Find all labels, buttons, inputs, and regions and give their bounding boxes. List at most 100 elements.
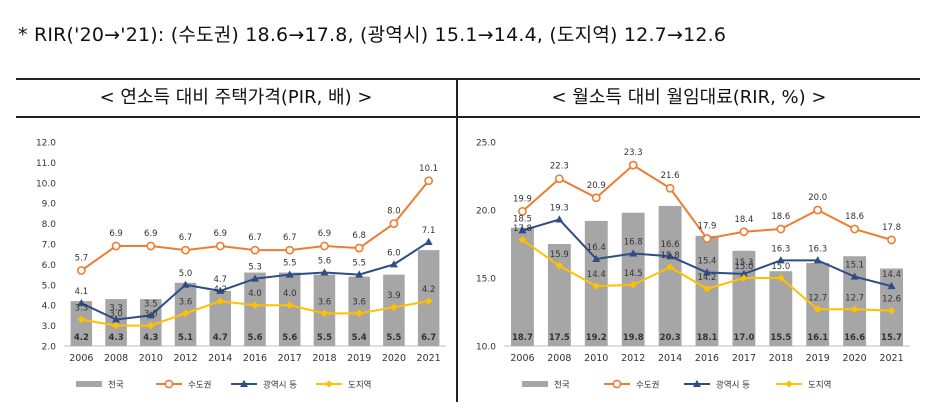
- data-point: [518, 236, 527, 244]
- x-tick-label: 2014: [658, 353, 682, 364]
- data-label: 15.0: [734, 262, 753, 272]
- x-axis: 2006 2008 2010 2012 2014 2016 2017 2018 2019 2020…: [510, 353, 903, 364]
- data-point: [850, 224, 860, 234]
- legend-marker: [240, 379, 248, 387]
- x-tick-label: 2012: [173, 353, 197, 364]
- x-tick-label: 2019: [806, 353, 830, 364]
- legend-marker: [785, 380, 793, 388]
- bar-data-label: 16.6: [844, 333, 865, 343]
- line-series: 18.5 19.3 16.4 16.8 16.6 15.4 15.3 16.3 16.3 15.1…: [513, 204, 901, 290]
- x-tick-label: 2020: [382, 353, 406, 364]
- bar-data-label: 15.5: [770, 333, 791, 343]
- line-series: 3.33.0 3.03.64.2 4.0 4.03.6 3.63.94.2: [75, 285, 436, 330]
- data-label: 3.6: [352, 297, 366, 307]
- data-point: [251, 274, 259, 282]
- x-tick-label: 2014: [208, 353, 232, 364]
- bar: [278, 272, 301, 346]
- data-label: 4.2: [422, 285, 436, 295]
- data-label: 15.3: [734, 258, 753, 268]
- bar: [70, 301, 93, 346]
- y-tick-label: 5.0: [42, 281, 57, 291]
- series-line: [80, 180, 430, 272]
- data-point: [111, 241, 121, 251]
- data-label: 4.0: [283, 289, 297, 299]
- line-series: 19.9 22.3 20.9 23.3 21.6 17.9 18.4 18.6 20.0 18.6…: [513, 148, 901, 245]
- legend-label: 수도권: [636, 380, 659, 391]
- data-label: 16.3: [771, 244, 790, 254]
- data-point: [320, 309, 329, 318]
- x-axis: 2006 2008 2010 2012 2014 2016 2017 2018 2019 2020…: [69, 353, 440, 364]
- bar-data-label: 5.1: [178, 333, 193, 343]
- y-axis: 2.0 3.0 4.0 5.0 6.0 7.0 8.0 9.0 10.0 11.0 12.0: [36, 139, 56, 353]
- legend-label: 도지역: [808, 380, 831, 391]
- data-label: 3.0: [144, 310, 158, 320]
- y-tick-label: 9.0: [42, 200, 57, 210]
- data-point: [739, 269, 748, 277]
- line-series: 17.8 15.9 14.4 14.5 15.8 14.2 15.0 15.0 12.7 12.7…: [513, 224, 901, 315]
- data-label: 6.7: [179, 233, 193, 243]
- x-tick-label: 2018: [312, 353, 336, 364]
- bar-data-label: 4.2: [74, 333, 89, 343]
- data-point: [112, 321, 120, 330]
- x-tick-label: 2017: [732, 353, 756, 364]
- data-label: 14.2: [698, 273, 717, 283]
- data-label: 16.6: [661, 240, 680, 250]
- data-label: 3.9: [387, 291, 401, 301]
- data-point: [666, 263, 674, 271]
- x-tick-label: 2006: [510, 353, 534, 364]
- y-tick-label: 12.0: [36, 139, 56, 149]
- legend-label: 수도권: [188, 380, 211, 391]
- data-point: [776, 256, 785, 264]
- bar: [511, 227, 534, 346]
- data-point: [628, 160, 638, 170]
- data-point: [215, 241, 225, 251]
- data-point: [251, 301, 259, 309]
- y-tick-label: 10.0: [476, 343, 496, 353]
- data-point: [813, 256, 822, 264]
- chart-panels: < 연소득 대비 주택가격(PIR, 배) > 2.0 3.0 4.0 5.0 6.0 7…: [16, 78, 920, 402]
- bar-data-label: 5.6: [247, 333, 262, 343]
- bar: [769, 271, 793, 346]
- data-point: [112, 315, 121, 323]
- line-series: 4.1 3.3 3.5 5.0 4.7 5.3 5.5 5.6 5.5 6.0 7.1: [75, 226, 435, 323]
- data-point: [777, 274, 785, 282]
- data-point: [702, 234, 712, 243]
- data-point: [666, 252, 675, 260]
- data-point: [591, 193, 601, 203]
- data-point: [703, 268, 711, 276]
- data-label: 19.3: [550, 204, 569, 214]
- data-label: 18.5: [513, 214, 532, 224]
- data-label: 15.0: [771, 262, 790, 272]
- bar-data-label: 16.1: [807, 333, 828, 343]
- bar-data-label: 5.5: [317, 333, 332, 343]
- data-point: [76, 266, 86, 275]
- data-label: 5.6: [318, 257, 332, 267]
- data-point: [665, 183, 675, 193]
- x-tick-label: 2016: [243, 353, 267, 364]
- data-label: 15.1: [845, 261, 864, 271]
- data-point: [389, 260, 398, 268]
- data-label: 3.6: [179, 297, 193, 307]
- data-label: 12.7: [845, 293, 864, 303]
- bar-data-label: 4.7: [213, 333, 228, 343]
- data-label: 6.9: [318, 229, 332, 239]
- data-point: [518, 226, 527, 234]
- data-point: [592, 282, 601, 290]
- data-label: 14.4: [587, 270, 606, 280]
- data-label: 15.9: [550, 250, 569, 260]
- data-point: [285, 245, 295, 255]
- bar-data-label: 20.3: [660, 333, 681, 343]
- pir-chart-title: < 연소득 대비 주택가격(PIR, 배) >: [16, 80, 456, 118]
- data-point: [776, 224, 786, 234]
- data-label: 14.4: [882, 270, 901, 280]
- data-label: 6.0: [387, 248, 401, 258]
- data-point: [424, 297, 433, 305]
- pir-panel: < 연소득 대비 주택가격(PIR, 배) > 2.0 3.0 4.0 5.0 6.0 7…: [16, 80, 458, 402]
- data-label: 12.7: [808, 293, 827, 303]
- bar: [658, 205, 682, 346]
- x-tick-label: 2010: [584, 353, 608, 364]
- data-point: [850, 272, 859, 280]
- rir-chart-title: < 월소득 대비 월임대료(RIR, %) >: [458, 80, 920, 118]
- data-label: 16.8: [624, 238, 643, 248]
- data-label: 23.3: [624, 148, 643, 158]
